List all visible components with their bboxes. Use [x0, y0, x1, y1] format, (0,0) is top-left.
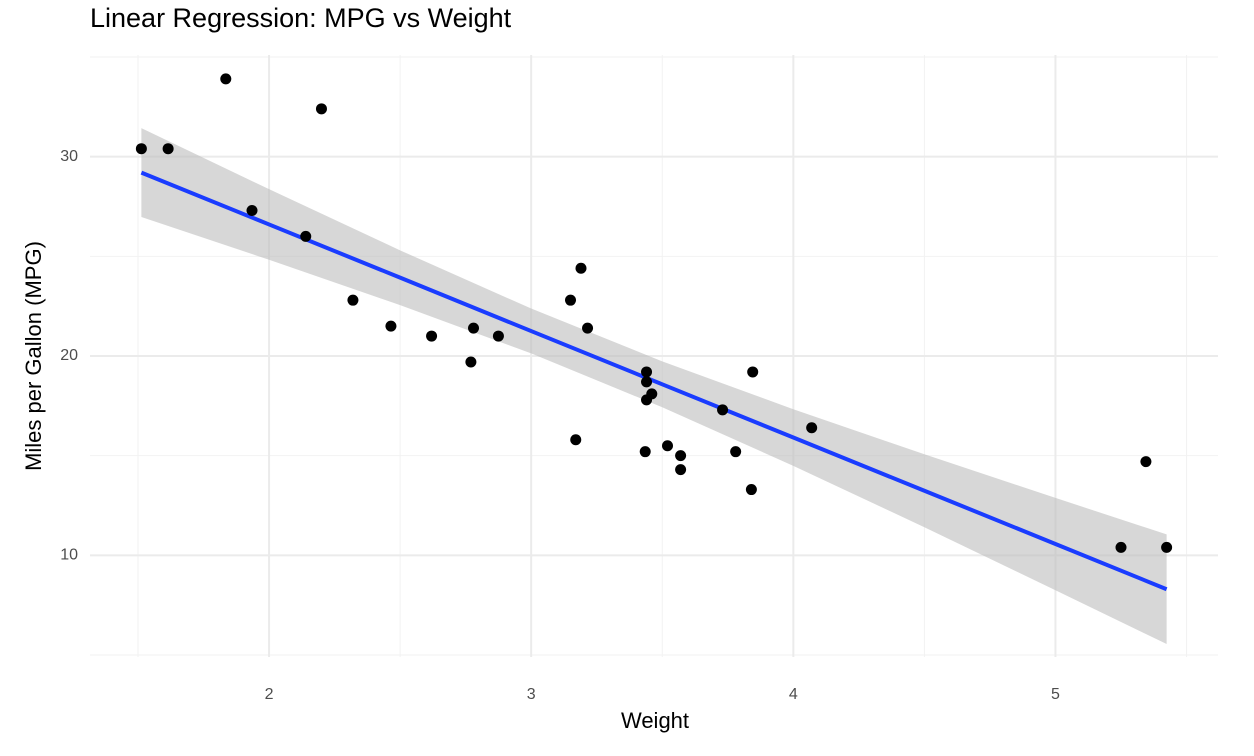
point — [468, 322, 480, 334]
point — [1161, 541, 1173, 553]
point — [747, 366, 759, 378]
point — [662, 440, 674, 452]
point — [675, 450, 687, 462]
x-tick-label: 3 — [527, 686, 536, 703]
point — [806, 422, 818, 434]
point — [1115, 541, 1127, 553]
x-tick-label: 4 — [789, 686, 798, 703]
point — [385, 320, 397, 332]
point — [582, 322, 594, 334]
point — [162, 143, 174, 155]
regression-line — [140, 170, 1168, 592]
x-tick-label: 2 — [265, 686, 274, 703]
confidence-band — [141, 128, 1167, 645]
point — [575, 262, 587, 274]
point — [347, 294, 359, 306]
point — [641, 376, 653, 388]
point — [135, 143, 147, 155]
point — [492, 330, 504, 342]
point — [465, 356, 477, 368]
x-axis-title: Weight — [621, 708, 689, 733]
point — [745, 484, 757, 496]
chart-title: Linear Regression: MPG vs Weight — [90, 3, 512, 33]
point — [220, 73, 232, 85]
point — [641, 394, 653, 406]
y-tick-label: 30 — [60, 148, 78, 165]
point — [300, 230, 312, 242]
point — [1140, 456, 1152, 468]
point — [565, 294, 577, 306]
point — [717, 404, 729, 416]
point — [246, 204, 258, 216]
point — [641, 366, 653, 378]
x-tick-label: 5 — [1051, 686, 1060, 703]
point — [570, 434, 582, 446]
y-tick-label: 10 — [60, 547, 78, 564]
point — [675, 464, 687, 476]
point — [730, 446, 742, 458]
point — [426, 330, 438, 342]
point — [639, 446, 651, 458]
point — [315, 103, 327, 115]
y-tick-label: 20 — [60, 347, 78, 364]
y-axis-title: Miles per Gallon (MPG) — [21, 241, 46, 471]
